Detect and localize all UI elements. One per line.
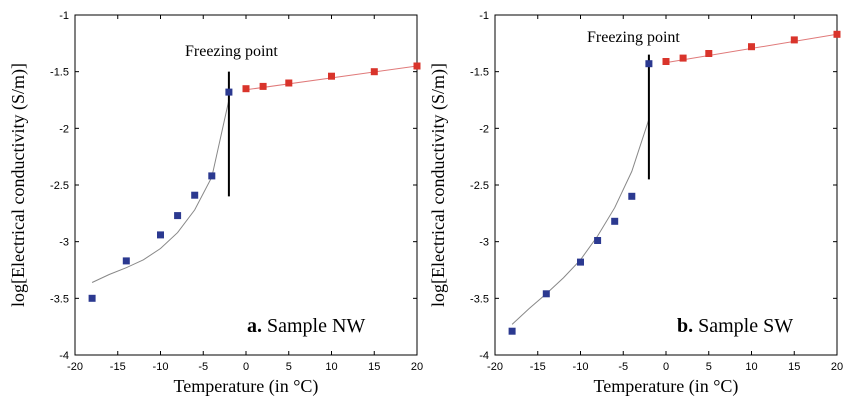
x-tick-label: -5 xyxy=(618,361,628,373)
x-tick-label: 15 xyxy=(368,361,380,373)
frozen-data-point xyxy=(157,231,164,239)
liquid-data-point xyxy=(833,30,841,38)
x-tick-label: -20 xyxy=(67,361,83,373)
frozen-data-point xyxy=(611,217,619,225)
freezing-point-label: Freezing point xyxy=(185,43,278,60)
y-tick-label: -4 xyxy=(479,350,489,362)
y-tick-label: -2 xyxy=(59,123,69,135)
x-tick-label: 20 xyxy=(411,361,423,373)
x-axis-label: Temperature (in °C) xyxy=(174,376,319,397)
liquid-data-point xyxy=(748,43,755,51)
x-tick-label: 5 xyxy=(706,361,712,373)
frozen-fit-curve xyxy=(91,99,230,283)
x-tick-label: -20 xyxy=(487,361,503,373)
panel-b-label: b. Sample SW xyxy=(677,315,793,337)
frozen-data-point xyxy=(225,88,233,96)
freezing-point-label: Freezing point xyxy=(587,29,680,46)
frozen-data-point xyxy=(191,191,199,199)
x-tick-label: 0 xyxy=(663,361,669,373)
x-axis-label: Temperature (in °C) xyxy=(594,376,739,397)
liquid-data-point xyxy=(328,72,335,80)
y-tick-label: -2 xyxy=(479,123,489,135)
liquid-data-point xyxy=(242,85,250,93)
x-tick-label: -10 xyxy=(573,361,589,373)
frozen-data-point xyxy=(628,192,636,200)
y-tick-label: -3 xyxy=(59,237,69,249)
y-axis-label: log[Electrical conductivity (S/m)] xyxy=(428,63,449,307)
liquid-data-point xyxy=(259,82,267,90)
x-tick-label: 0 xyxy=(243,361,249,373)
liquid-data-point xyxy=(285,79,293,87)
y-axis-label: log[Electrical conductivity (S/m)] xyxy=(8,63,29,307)
y-tick-label: -1 xyxy=(59,10,69,22)
x-tick-label: 5 xyxy=(286,361,292,373)
plot-area-frame xyxy=(74,14,418,356)
panel-a-name: Sample NW xyxy=(262,315,365,337)
x-tick-label: -10 xyxy=(153,361,169,373)
x-axis-ticks: -20 -15 -10 -5 0 5 10 15 20 xyxy=(67,15,423,373)
frozen-data-point xyxy=(542,290,550,298)
x-tick-label: -15 xyxy=(110,361,126,373)
y-tick-label: -1.5 xyxy=(50,67,69,79)
y-axis-ticks: -4 -3.5 -3 -2.5 -2 -1.5 -1 xyxy=(50,10,417,362)
panel-b: -20 -15 -10 -5 0 5 10 15 20 -4 -3.5 -3 -2.5 -2 -1.5 -1… xyxy=(428,10,843,397)
y-axis-ticks: -4 -3.5 -3 -2.5 -2 -1.5 -1 xyxy=(470,10,837,362)
y-tick-label: -3 xyxy=(479,237,489,249)
data-markers xyxy=(88,62,421,302)
frozen-data-point xyxy=(645,60,653,68)
liquid-data-point xyxy=(679,54,687,62)
liquid-data-point xyxy=(705,50,713,57)
x-tick-label: 10 xyxy=(325,361,337,373)
panel-a-letter: a. xyxy=(247,315,262,337)
x-axis-ticks: -20 -15 -10 -5 0 5 10 15 20 xyxy=(487,15,843,373)
x-tick-label: 20 xyxy=(831,361,843,373)
x-tick-label: -15 xyxy=(530,361,546,373)
liquid-data-point xyxy=(370,68,378,76)
fit-curves xyxy=(91,65,418,283)
frozen-data-point xyxy=(174,212,182,220)
y-tick-label: -1.5 xyxy=(470,67,489,79)
x-tick-label: 15 xyxy=(788,361,800,373)
y-tick-label: -4 xyxy=(59,350,69,362)
y-tick-label: -2.5 xyxy=(470,180,489,192)
liquid-data-point xyxy=(790,36,798,44)
frozen-data-point xyxy=(508,327,516,335)
frozen-data-point xyxy=(594,237,602,244)
panel-b-name: Sample SW xyxy=(693,315,793,337)
y-tick-label: -3.5 xyxy=(470,293,489,305)
fit-curves xyxy=(511,33,838,325)
frozen-data-point xyxy=(122,257,130,265)
y-tick-label: -3.5 xyxy=(50,293,69,305)
panel-a-label: a. Sample NW xyxy=(247,315,365,337)
panel-a: -20 -15 -10 -5 0 5 10 15 20 -4 -3.5 -3 -2.5 -2 -1.5 -1… xyxy=(8,10,423,397)
y-tick-label: -1 xyxy=(479,10,489,22)
frozen-data-point xyxy=(577,258,584,266)
x-tick-label: -5 xyxy=(198,361,208,373)
frozen-data-point xyxy=(208,172,216,180)
y-tick-label: -2.5 xyxy=(50,180,69,192)
plot-area-frame xyxy=(494,14,838,356)
liquid-data-point xyxy=(662,58,670,65)
data-markers xyxy=(508,30,841,335)
frozen-fit-curve xyxy=(511,119,650,325)
panel-b-letter: b. xyxy=(677,315,693,337)
x-tick-label: 10 xyxy=(745,361,757,373)
liquid-data-point xyxy=(413,62,421,70)
frozen-data-point xyxy=(88,294,96,302)
